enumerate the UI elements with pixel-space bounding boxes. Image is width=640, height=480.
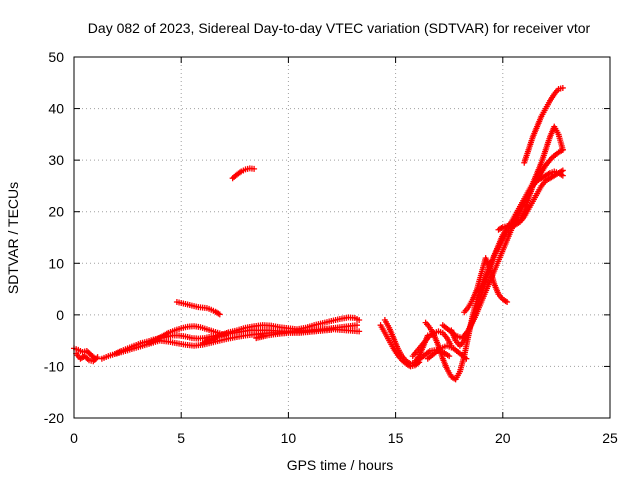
point-t2-5	[92, 355, 99, 362]
point-t17-9	[559, 84, 566, 91]
x-tick-label-25: 25	[602, 430, 618, 446]
series-t6	[199, 314, 363, 347]
y-tick-label-30: 30	[48, 152, 64, 168]
x-tick-label-0: 0	[70, 430, 78, 446]
y-axis-ticks: -20 -10 0 10 20 30 40 50	[44, 49, 610, 426]
y-tick-label--20: -20	[44, 410, 64, 426]
series-t11	[377, 322, 423, 370]
series-t16	[495, 168, 566, 233]
plot-frame	[73, 56, 611, 419]
y-tick-label-40: 40	[48, 101, 64, 117]
point-t9-5	[251, 165, 258, 172]
y-tick-label-0: 0	[56, 307, 64, 323]
point-t13-32	[559, 167, 566, 174]
x-tick-label-10: 10	[281, 430, 297, 446]
point-t15-19	[559, 146, 566, 153]
y-tick-label-20: 20	[48, 204, 64, 220]
point-t16-15	[559, 172, 566, 179]
y-axis-label: SDTVAR / TECUs	[5, 182, 21, 294]
y-tick-label--10: -10	[44, 358, 64, 374]
point-t4-28	[354, 322, 361, 329]
series-t17	[521, 84, 566, 166]
chart-title: Day 082 of 2023, Sidereal Day-to-day VTE…	[88, 20, 591, 36]
point-t6-19	[356, 317, 363, 324]
series-t5	[146, 323, 230, 347]
y-tick-label-50: 50	[48, 49, 64, 65]
x-tick-label-5: 5	[177, 430, 185, 446]
series-t9	[229, 165, 258, 182]
point-t2-3-1	[85, 349, 92, 356]
series-t8	[173, 298, 223, 318]
point-t8-10	[216, 311, 223, 318]
x-axis-label: GPS time / hours	[287, 457, 394, 473]
data-points	[71, 84, 566, 383]
series-t20	[414, 346, 453, 365]
series-t18	[461, 255, 511, 316]
grid-lines	[74, 57, 610, 418]
point-t20-5	[446, 353, 453, 360]
y-tick-label-10: 10	[48, 255, 64, 271]
point-t3-40	[356, 328, 363, 335]
point-t7-7	[328, 326, 335, 333]
x-tick-label-20: 20	[495, 430, 511, 446]
x-axis-ticks: 0 5 10 15 20 25	[70, 57, 618, 446]
point-t18-10	[504, 298, 511, 305]
point-t19-6	[463, 355, 470, 362]
x-tick-label-15: 15	[388, 430, 404, 446]
series-t7	[253, 326, 335, 342]
series-t15	[439, 146, 566, 342]
